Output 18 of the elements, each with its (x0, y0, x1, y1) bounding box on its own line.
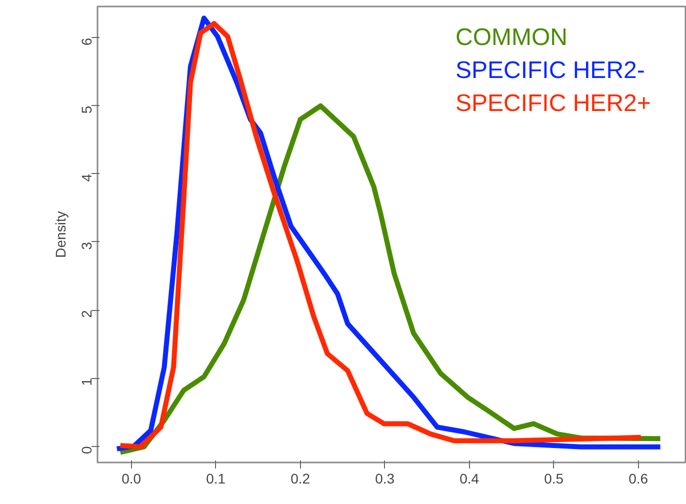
x-tick-label: 0.6 (628, 470, 648, 486)
text: SPECIFIC HER2- (456, 57, 645, 84)
y-tick-label: 4 (78, 174, 94, 182)
x-tick-label: 0.5 (544, 470, 564, 486)
y-tick-label: 0 (78, 446, 94, 454)
y-tick-label: 3 (78, 242, 94, 250)
y-tick-label: 1 (78, 378, 94, 386)
x-tick-label: 0.0 (122, 470, 142, 486)
y-tick-label: 2 (78, 310, 94, 318)
text: COMMON (456, 24, 568, 51)
x-tick-label: 0.3 (375, 470, 395, 486)
x-tick-label: 0.2 (290, 470, 310, 486)
y-tick-label: 6 (78, 38, 94, 46)
text: SPECIFIC HER2+ (456, 90, 651, 117)
x-tick-label: 0.4 (460, 470, 480, 486)
y-tick-label: 5 (78, 106, 94, 114)
x-tick-label: 0.1 (206, 470, 226, 486)
y-axis-title: Density (52, 211, 68, 258)
